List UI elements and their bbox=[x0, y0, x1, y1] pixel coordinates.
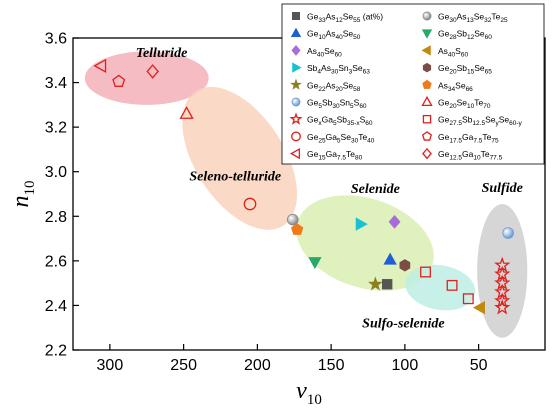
point-s9-0 bbox=[291, 223, 304, 235]
point-s13-0 bbox=[420, 266, 431, 278]
legend-marker-11 bbox=[421, 95, 433, 107]
legend-marker-3 bbox=[421, 29, 433, 39]
point-s15-0 bbox=[112, 74, 126, 87]
legend-box bbox=[281, 3, 545, 165]
point-s10-0 bbox=[502, 227, 514, 239]
legend-entry-11: Ge20Se10Te70 bbox=[438, 98, 491, 111]
legend-entry-7: Ge20Sb15Se65 bbox=[438, 63, 492, 76]
legend-marker-4 bbox=[291, 45, 301, 56]
legend-entry-9: As34Se66 bbox=[438, 80, 473, 93]
region-sulfide bbox=[477, 204, 528, 338]
legend-marker-5 bbox=[421, 45, 431, 56]
legend-entry-8: Ge22As20Se58 bbox=[307, 80, 361, 93]
point-s11-0 bbox=[179, 106, 194, 119]
legend-marker-1 bbox=[422, 11, 432, 21]
point-s13-2 bbox=[462, 293, 474, 305]
region-label-sulfo-selenide: Sulfo-selenide bbox=[362, 317, 444, 332]
y-tick-label: 3.6 bbox=[45, 31, 67, 48]
x-axis-title: ν10 bbox=[296, 378, 322, 408]
point-s2-0 bbox=[383, 252, 397, 265]
legend-entry-10: Ge5Sb30Sn5S60 bbox=[307, 98, 367, 111]
legend-marker-0 bbox=[291, 11, 300, 20]
point-s0-0 bbox=[381, 279, 393, 290]
point-s6-0 bbox=[355, 217, 368, 231]
region-telluride bbox=[84, 51, 209, 105]
x-tick-label: 50 bbox=[470, 357, 488, 374]
legend-entry-12: GexGa5Sb35-xS60 bbox=[307, 115, 373, 128]
point-s7-0 bbox=[399, 259, 411, 272]
y-tick-label: 3.2 bbox=[45, 120, 67, 137]
legend-entry-14: Ge25Ga5Se30Te40 bbox=[307, 132, 375, 145]
y-tick-label: 3.0 bbox=[45, 164, 67, 181]
legend-marker-15 bbox=[421, 131, 433, 141]
y-tick-label: 2.8 bbox=[45, 209, 67, 226]
legend-entry-17: Ge12.5Ga10Te77.5 bbox=[438, 149, 503, 162]
point-s17-0 bbox=[146, 64, 159, 79]
region-label-selenide: Selenide bbox=[351, 182, 400, 197]
legend-marker-13 bbox=[422, 114, 432, 124]
y-axis-title: n10 bbox=[8, 181, 38, 208]
point-s16-0 bbox=[93, 58, 107, 73]
legend-entry-3: Ge28Sb12Se60 bbox=[438, 29, 492, 42]
x-tick-label: 100 bbox=[392, 357, 419, 374]
y-tick-label: 3.4 bbox=[45, 75, 67, 92]
data-points bbox=[93, 58, 514, 315]
point-s12-4 bbox=[494, 292, 511, 308]
legend-marker-12 bbox=[289, 112, 303, 125]
region-label-seleno-telluride: Seleno-telluride bbox=[189, 170, 281, 185]
legend-entry-4: As40Se60 bbox=[307, 46, 342, 59]
region-selenide bbox=[296, 195, 434, 291]
legend: Ge33As12Se55 (at%) Ge30As13Se32Te25 Ge10As… bbox=[281, 3, 545, 165]
x-tick-label: 300 bbox=[97, 357, 124, 374]
y-tick-label: 2.2 bbox=[45, 343, 67, 360]
legend-entry-1: Ge30As13Se32Te25 bbox=[438, 12, 508, 25]
legend-marker-17 bbox=[422, 147, 432, 160]
point-s4-0 bbox=[388, 214, 401, 229]
legend-marker-14 bbox=[291, 131, 301, 142]
legend-entry-13: Ge27.5Sb12.5SeySe60-y bbox=[438, 115, 523, 128]
x-tick-label: 150 bbox=[318, 357, 345, 374]
point-s13-1 bbox=[446, 279, 458, 291]
y-tick-label: 2.6 bbox=[45, 253, 67, 270]
legend-entry-0: Ge33As12Se55 (at%) bbox=[307, 12, 383, 25]
point-s5-0 bbox=[472, 300, 486, 315]
region-seleno-telluride bbox=[182, 86, 298, 230]
y-tick-label: 2.4 bbox=[45, 298, 67, 315]
legend-marker-9 bbox=[422, 79, 432, 89]
legend-entry-16: Ge15Ga7.5Te80 bbox=[307, 149, 363, 162]
point-s12-5 bbox=[494, 299, 511, 315]
region-label-telluride: Telluride bbox=[136, 46, 188, 61]
x-tick-label: 250 bbox=[170, 357, 197, 374]
point-s1-0 bbox=[286, 213, 299, 226]
x-tick-label: 200 bbox=[244, 357, 271, 374]
legend-entry-5: As40S60 bbox=[438, 46, 468, 59]
legend-marker-6 bbox=[292, 62, 302, 73]
legend-marker-7 bbox=[422, 62, 432, 73]
point-s14-0 bbox=[243, 197, 257, 211]
axis-ticks: 300 250 200 150 100 50 2.2 2.4 2.6 2.8 3.0 3.2 3.4 3.… bbox=[45, 31, 488, 375]
point-s8-0 bbox=[367, 276, 383, 291]
legend-marker-8 bbox=[290, 78, 302, 90]
region-label-sulfide: Sulfide bbox=[482, 181, 523, 196]
legend-marker-2 bbox=[290, 27, 302, 37]
legend-marker-10 bbox=[291, 97, 301, 107]
region-labels: Telluride Seleno-telluride Selenide Sulfo-s… bbox=[136, 46, 523, 332]
point-s3-0 bbox=[308, 257, 322, 270]
legend-marker-16 bbox=[289, 147, 301, 160]
legend-entry-15: Ge17.5Ga7.5Te75 bbox=[438, 132, 499, 145]
legend-entry-2: Ge10As40Se50 bbox=[307, 29, 361, 42]
legend-entry-6: Sb4As30Sn3Se63 bbox=[307, 63, 370, 76]
